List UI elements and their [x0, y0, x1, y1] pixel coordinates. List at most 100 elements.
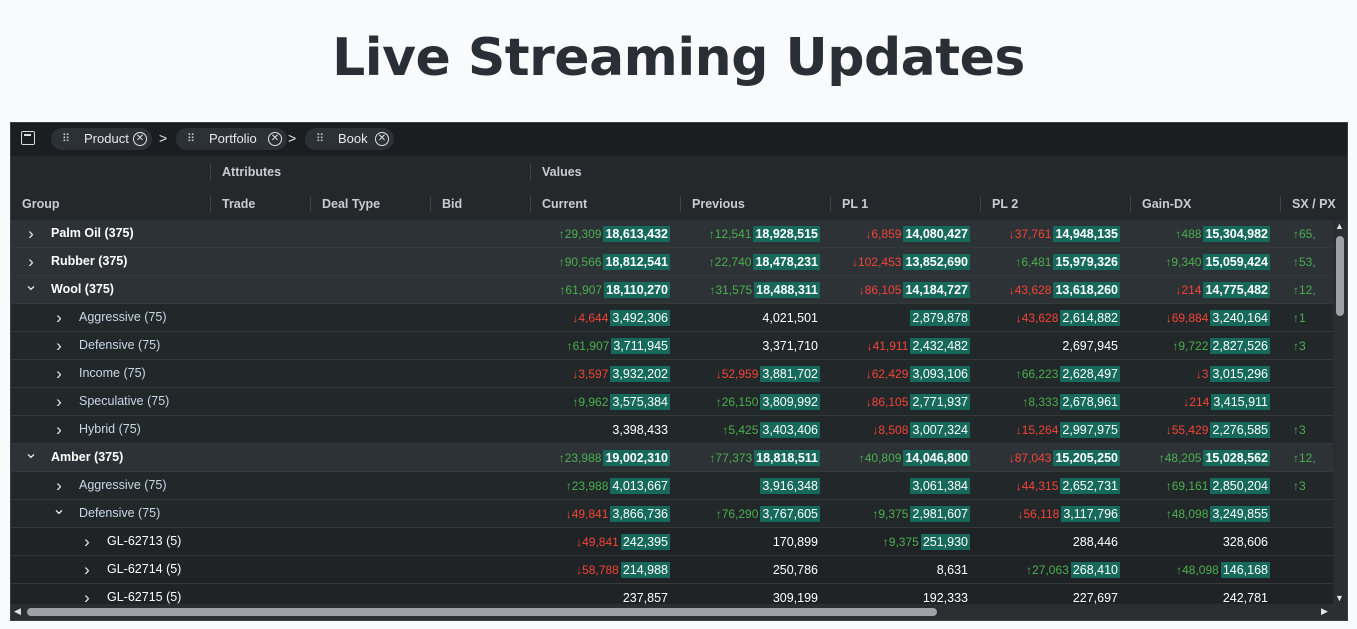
column-header-pl2[interactable]: PL 2: [992, 197, 1019, 211]
cell-previous: 170,899: [681, 528, 831, 555]
group-chip-book[interactable]: ⠿ Book ✕: [305, 128, 394, 150]
close-circle-icon[interactable]: ✕: [375, 132, 389, 146]
arrow-up-icon: ↑: [1293, 478, 1299, 493]
subgroup-row[interactable]: › Speculative (75) ↑9,962 3,575,384 ↑26,150 3…: [11, 388, 1333, 416]
cell-value: 13,618,260: [1053, 281, 1120, 298]
subgroup-row[interactable]: › Aggressive (75) ↑23,988 4,013,667 3,916,34…: [11, 472, 1333, 500]
subgroup-row[interactable]: ⌄ Defensive (75) ↓49,841 3,866,736 ↑76,290 3,…: [11, 500, 1333, 528]
column-header-current[interactable]: Current: [542, 197, 588, 211]
delta-value: 8,508: [878, 422, 909, 437]
chevron-right-icon[interactable]: ›: [56, 392, 62, 411]
column-header-deal-type[interactable]: Deal Type: [322, 197, 381, 211]
book-row[interactable]: › GL-62713 (5) ↓49,841 242,395 170,899 ↑9,375…: [11, 528, 1333, 556]
group-chip-product[interactable]: ⠿ Product ✕: [51, 128, 152, 150]
column-header-sx-px[interactable]: SX / PX: [1292, 197, 1336, 211]
delta-value: 15,264: [1021, 422, 1059, 437]
scroll-left-icon[interactable]: ◀: [14, 606, 21, 616]
close-circle-icon[interactable]: ✕: [133, 132, 147, 146]
data-grid: ⠿ Product ✕ > ⠿ Portfolio ✕ > ⠿ Book ✕ A…: [10, 122, 1348, 621]
group-row[interactable]: ⌄ Amber (375) ↑23,988 19,002,310 ↑77,373 18,8…: [11, 444, 1333, 472]
cell-current: ↓58,788 214,988: [531, 556, 681, 583]
chevron-right-icon[interactable]: ›: [84, 532, 90, 551]
delta-value: 76,290: [721, 506, 759, 521]
chevron-right-icon[interactable]: ›: [56, 336, 62, 355]
chevron-right-icon[interactable]: ›: [56, 308, 62, 327]
close-circle-icon[interactable]: ✕: [268, 132, 282, 146]
delta-value: 48,205: [1164, 450, 1202, 465]
subgroup-row[interactable]: › Hybrid (75) 3,398,433 ↑5,425 3,403,406 ↓8,5…: [11, 416, 1333, 444]
chevron-right-icon[interactable]: ›: [56, 476, 62, 495]
scroll-down-icon[interactable]: ▼: [1335, 593, 1344, 603]
chevron-right-icon[interactable]: ›: [56, 420, 62, 439]
cell-current: ↑9,962 3,575,384: [531, 388, 681, 415]
cell-value: 15,059,424: [1203, 253, 1270, 270]
cell-gain-dx: ↑69,161 2,850,204: [1131, 472, 1281, 499]
chevron-down-icon[interactable]: ⌄: [24, 445, 38, 462]
group-row[interactable]: ⌄ Wool (375) ↑61,907 18,110,270 ↑31,575 18,48…: [11, 276, 1333, 304]
column-panel-icon[interactable]: [21, 131, 35, 145]
header-group-values[interactable]: Values: [542, 165, 582, 179]
chevron-right-icon[interactable]: ›: [84, 560, 90, 579]
group-cell-label: Hybrid (75): [79, 422, 141, 436]
column-header-gain-dx[interactable]: Gain-DX: [1142, 197, 1192, 211]
group-row[interactable]: › Palm Oil (375) ↑29,309 18,613,432 ↑12,541 1…: [11, 220, 1333, 248]
cell-value: 288,446: [1072, 534, 1118, 549]
group-cell-label: Aggressive (75): [79, 478, 167, 492]
arrow-down-icon: ↓: [576, 534, 583, 549]
grip-icon[interactable]: ⠿: [316, 133, 324, 145]
header-group-attributes[interactable]: Attributes: [222, 165, 282, 179]
subgroup-row[interactable]: › Income (75) ↓3,597 3,932,202 ↓52,959 3,881,…: [11, 360, 1333, 388]
arrow-up-icon: ↑: [558, 450, 565, 465]
grip-icon[interactable]: ⠿: [187, 133, 195, 145]
arrow-up-icon: ↑: [1165, 506, 1172, 521]
book-row[interactable]: › GL-62714 (5) ↓58,788 214,988 250,786 8,631 ↑…: [11, 556, 1333, 584]
scroll-up-icon[interactable]: ▲: [1335, 221, 1344, 231]
cell-pl2: ↑66,223 2,628,497: [981, 360, 1131, 387]
arrow-up-icon: ↑: [1293, 422, 1299, 437]
delta-value: 22,740: [714, 254, 752, 269]
chevron-right-icon[interactable]: ›: [56, 364, 62, 383]
group-cell-label: Rubber (375): [51, 254, 128, 268]
column-header-pl1[interactable]: PL 1: [842, 197, 869, 211]
chevron-right-icon[interactable]: ›: [28, 224, 34, 243]
subgroup-row[interactable]: › Aggressive (75) ↓4,644 3,492,306 4,021,501…: [11, 304, 1333, 332]
arrow-up-icon: ↑: [1158, 450, 1165, 465]
cell-value: 3,881,702: [760, 365, 820, 382]
scroll-thumb[interactable]: [1336, 236, 1344, 316]
chevron-right-icon[interactable]: ›: [84, 588, 90, 604]
book-row[interactable]: › GL-62715 (5) 237,857 309,199 192,333 227,69…: [11, 584, 1333, 604]
delta-value: 9,375: [888, 534, 919, 549]
arrow-up-icon: ↑: [565, 478, 572, 493]
group-row[interactable]: › Rubber (375) ↑90,566 18,812,541 ↑22,740 18,…: [11, 248, 1333, 276]
delta-value: 23,988: [564, 450, 602, 465]
cell-current: ↓3,597 3,932,202: [531, 360, 681, 387]
subgroup-row[interactable]: › Defensive (75) ↑61,907 3,711,945 3,371,710…: [11, 332, 1333, 360]
cell-sx-px: [1281, 556, 1333, 583]
chevron-down-icon[interactable]: ⌄: [52, 501, 66, 518]
cell-value: 18,488,311: [754, 281, 820, 298]
group-chip-label: Book: [338, 131, 368, 146]
cell-gain-dx: ↓214 14,775,482: [1131, 276, 1281, 303]
column-header-group[interactable]: Group: [22, 197, 60, 211]
group-cell-label: Defensive (75): [79, 506, 161, 520]
cell-pl1: ↑9,375 251,930: [831, 528, 981, 555]
cell-sx-px: ↑65,: [1281, 220, 1333, 247]
horizontal-scrollbar[interactable]: ◀ ▶: [11, 604, 1347, 620]
cell-value: 3,398,433: [612, 422, 668, 437]
arrow-up-icon: ↑: [1165, 254, 1172, 269]
cell-value: 2,850,204: [1210, 477, 1270, 494]
scroll-thumb[interactable]: [27, 608, 937, 616]
cell-pl1: ↓86,105 2,771,937: [831, 388, 981, 415]
vertical-scrollbar[interactable]: ▲ ▼: [1333, 220, 1347, 604]
column-header-bid[interactable]: Bid: [442, 197, 463, 211]
scroll-right-icon[interactable]: ▶: [1321, 606, 1328, 616]
cell-value: 14,184,727: [903, 281, 970, 298]
column-header-trade[interactable]: Trade: [222, 197, 256, 211]
column-header-previous[interactable]: Previous: [692, 197, 745, 211]
chevron-down-icon[interactable]: ⌄: [24, 277, 38, 294]
arrow-down-icon: ↓: [865, 394, 872, 409]
group-chip-portfolio[interactable]: ⠿ Portfolio ✕: [176, 128, 287, 150]
chevron-right-icon[interactable]: ›: [28, 252, 34, 271]
grip-icon[interactable]: ⠿: [62, 133, 70, 145]
arrow-down-icon: ↓: [1008, 226, 1015, 241]
